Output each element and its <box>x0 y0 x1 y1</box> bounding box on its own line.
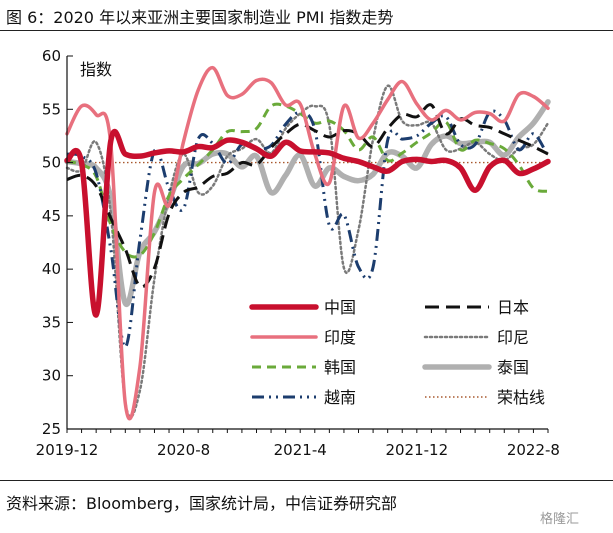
legend-label-6: 越南 <box>324 388 356 407</box>
title-rule <box>0 30 613 31</box>
y-tick-label-4: 45 <box>42 207 61 225</box>
legend-label-2: 印度 <box>324 328 356 347</box>
y-axis-label: 指数 <box>80 60 112 79</box>
y-tick-label-0: 25 <box>42 420 61 438</box>
legend-label-1: 日本 <box>497 298 529 317</box>
x-tick-label-0: 2019-12 <box>36 441 99 459</box>
legend-label-7: 荣枯线 <box>497 388 545 407</box>
y-tick-label-7: 60 <box>42 47 61 65</box>
x-tick-label-4: 2022-8 <box>507 441 560 459</box>
y-tick-label-1: 30 <box>42 367 61 385</box>
legend-label-0: 中国 <box>324 298 356 317</box>
y-tick-label-6: 55 <box>42 100 61 118</box>
series-line-0 <box>64 129 551 318</box>
y-ticks: 25 30 35 40 45 50 55 60 <box>42 47 73 438</box>
y-tick-label-2: 35 <box>42 313 61 331</box>
figure-title: 图 6：2020 年以来亚洲主要国家制造业 PMI 指数走势 <box>6 8 394 27</box>
plot-lines <box>64 65 551 421</box>
legend-label-5: 泰国 <box>497 358 529 377</box>
series-line-6 <box>66 109 550 349</box>
chart: 25 30 35 40 45 50 55 60 2019-12 2020-8 2021-4 2021… <box>36 47 560 459</box>
x-tick-label-3: 2021-12 <box>385 441 448 459</box>
legend-label-4: 韩国 <box>324 358 356 377</box>
x-tick-label-1: 2020-8 <box>157 441 210 459</box>
watermark: 格隆汇 <box>540 512 580 527</box>
series-line-2 <box>65 65 550 421</box>
legend-label-3: 印尼 <box>497 328 529 347</box>
series-line-4 <box>66 102 549 259</box>
x-tick-label-2: 2021-4 <box>274 441 327 459</box>
source-rule <box>0 480 613 481</box>
x-ticks: 2019-12 2020-8 2021-4 2021-12 2022-8 <box>36 429 560 459</box>
series-line-5 <box>64 99 551 308</box>
source-note: 资料来源：Bloomberg，国家统计局，中信证券研究部 <box>6 494 398 513</box>
y-tick-label-5: 50 <box>42 154 61 172</box>
y-tick-label-3: 40 <box>42 260 61 278</box>
